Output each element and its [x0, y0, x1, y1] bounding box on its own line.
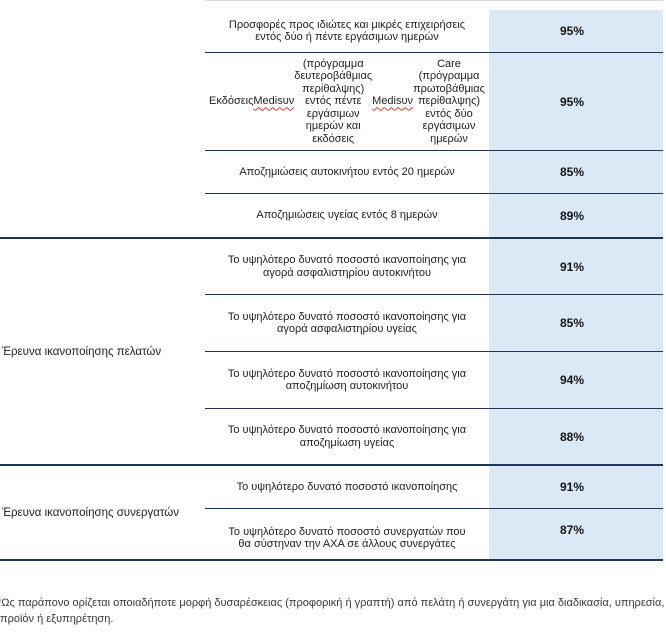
value-cell: 95%: [489, 53, 663, 150]
value-cell: 91%: [489, 239, 663, 294]
table-row: Αποζημιώσεις υγείας εντός 8 ημερών 89%: [205, 193, 663, 237]
table-row: Αποζημιώσεις αυτοκινήτου εντός 20 ημερών…: [205, 150, 663, 193]
metric-value: 85%: [559, 165, 585, 179]
table-row: Το υψηλότερο δυνατό ποσοστό ικανοποίησης…: [205, 239, 663, 294]
table-row: Το υψηλότερο δυνατό ποσοστό συνεργατών π…: [205, 508, 663, 559]
metric-description: Το υψηλότερο δυνατό ποσοστό ικανοποίησης…: [227, 424, 467, 449]
table-row: Το υψηλότερο δυνατό ποσοστό ικανοποίησης…: [205, 466, 663, 508]
value-cell: 94%: [489, 352, 663, 408]
metric-value: 94%: [559, 373, 585, 387]
metric-description: Προσφορές προς ιδιώτες και μικρές επιχει…: [228, 18, 466, 44]
metric-description: Το υψηλότερο δυνατό ποσοστό ικανοποίησης…: [227, 310, 467, 336]
footnote-line: *Ως παράπονο ορίζεται οποιαδήποτε μορφή …: [0, 597, 665, 609]
section-label: Έρευνα ικανοποίησης πελατών: [2, 345, 162, 358]
cropped-row-divider: [205, 0, 663, 1]
footnote-line: προϊόν ή εξυπηρέτηση.: [0, 612, 114, 625]
table-section-response-times: Προσφορές προς ιδιώτες και μικρές επιχει…: [0, 10, 663, 237]
table-row: Το υψηλότερο δυνατό ποσοστό ικανοποίησης…: [205, 351, 663, 408]
value-cell: 87%: [489, 509, 663, 559]
metric-description: Το υψηλότερο δυνατό ποσοστό συνεργατών π…: [228, 525, 466, 551]
table-section-partner-satisfaction: Έρευνα ικανοποίησης συνεργατών Το υψηλότ…: [0, 464, 663, 559]
table-row: Εκδόσεις Medisυν (πρόγραμμα δευτεροβάθμι…: [205, 52, 663, 150]
value-cell: 95%: [489, 10, 663, 52]
value-cell: 85%: [489, 151, 663, 193]
metric-description: Το υψηλότερο δυνατό ποσοστό ικανοποίησης: [236, 480, 458, 493]
metric-description: Εκδόσεις Medisυν (πρόγραμμα δευτεροβάθμι…: [205, 53, 489, 150]
metric-value: 95%: [559, 24, 585, 38]
value-cell: 89%: [489, 194, 663, 237]
table-row: Το υψηλότερο δυνατό ποσοστό ικανοποίησης…: [205, 408, 663, 464]
metric-description: Το υψηλότερο δυνατό ποσοστό ικανοποίησης…: [227, 367, 467, 393]
metric-description: Αποζημιώσεις αυτοκινήτου εντός 20 ημερών: [239, 165, 455, 178]
section-rows: Το υψηλότερο δυνατό ποσοστό ικανοποίησης…: [205, 239, 663, 464]
value-cell: 85%: [489, 295, 663, 351]
section-label: [0, 10, 205, 237]
metric-value: 91%: [559, 480, 585, 494]
metric-value: 85%: [559, 316, 585, 330]
value-cell: 91%: [489, 466, 663, 508]
desc-text: (πρόγραμμα δευτεροβάθμιας περίθαλψης) εν…: [294, 57, 373, 145]
table-row: Το υψηλότερο δυνατό ποσοστό ικανοποίησης…: [205, 294, 663, 351]
metric-description: Το υψηλότερο δυνατό ποσοστό ικανοποίησης…: [227, 254, 467, 279]
metric-value: 95%: [559, 94, 585, 109]
table-section-customer-satisfaction: Έρευνα ικανοποίησης πελατών Το υψηλότερο…: [0, 237, 663, 464]
section-rows: Το υψηλότερο δυνατό ποσοστό ικανοποίησης…: [205, 466, 663, 559]
value-cell: 88%: [489, 409, 663, 464]
section-label: Έρευνα ικανοποίησης συνεργατών: [2, 506, 180, 519]
metric-description: Αποζημιώσεις υγείας εντός 8 ημερών: [256, 209, 438, 222]
kpi-table: Προσφορές προς ιδιώτες και μικρές επιχει…: [0, 10, 663, 561]
metric-value: 87%: [559, 522, 585, 537]
table-row: Προσφορές προς ιδιώτες και μικρές επιχει…: [205, 10, 663, 52]
misspelled-word: Medisυν: [253, 95, 295, 108]
misspelled-word: Medisυν: [372, 95, 414, 108]
metric-value: 89%: [559, 208, 585, 223]
complaint-definition-footnote: *Ως παράπονο ορίζεται οποιαδήποτε μορφή …: [0, 596, 666, 627]
desc-text: Care (πρόγραμμα πρωτοβάθμιας περίθαλψης)…: [413, 57, 485, 145]
metric-value: 88%: [559, 429, 585, 444]
desc-text: Εκδόσεις: [209, 95, 254, 108]
section-rows: Προσφορές προς ιδιώτες και μικρές επιχει…: [205, 10, 663, 237]
metric-value: 91%: [559, 259, 585, 274]
